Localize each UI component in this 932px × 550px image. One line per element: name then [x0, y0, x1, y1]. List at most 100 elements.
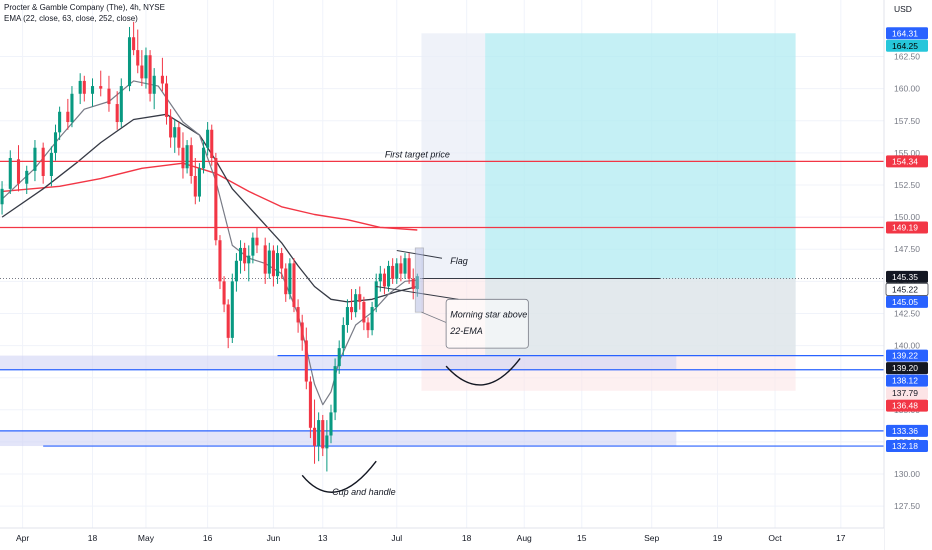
- price-label-box: [886, 374, 928, 387]
- candle: [329, 404, 333, 444]
- candle-body: [325, 435, 329, 449]
- candle-body: [193, 176, 197, 197]
- candle-body: [136, 50, 140, 66]
- support-zone-lower: [0, 430, 677, 447]
- candle-body: [107, 88, 111, 105]
- price-label-138-12: 138.12: [886, 374, 928, 387]
- candle: [362, 296, 366, 331]
- price-label-text: 145.05: [892, 297, 918, 307]
- candle: [173, 119, 177, 153]
- price-label-text: 137.79: [892, 388, 918, 398]
- candle: [185, 140, 189, 174]
- candle-body: [243, 247, 247, 264]
- candle-body: [127, 37, 132, 87]
- candle-body: [395, 263, 399, 279]
- candle: [387, 260, 391, 292]
- candle: [366, 317, 370, 338]
- price-label-154-34: 154.34: [886, 155, 928, 168]
- candle-body: [312, 427, 317, 446]
- candle-body: [8, 158, 12, 189]
- candle: [304, 327, 308, 390]
- candle: [152, 68, 156, 110]
- candle-body: [0, 188, 4, 205]
- time-tick-label: 15: [577, 533, 587, 543]
- candle: [230, 273, 234, 344]
- price-label-text: 139.20: [892, 363, 918, 373]
- candle-body: [366, 322, 370, 331]
- candle: [234, 253, 238, 292]
- candle: [115, 91, 119, 130]
- price-label-137-79: 137.79: [886, 387, 928, 400]
- candle: [350, 289, 354, 320]
- candle: [210, 124, 214, 166]
- time-tick-label: 17: [836, 533, 846, 543]
- candle: [403, 253, 407, 279]
- price-label-145-35: 145.35: [886, 270, 928, 283]
- time-tick-label: Jul: [391, 533, 402, 543]
- price-label-text: 164.25: [892, 41, 918, 51]
- candle-body: [296, 307, 300, 323]
- price-label-139-22: 139.22: [886, 349, 928, 362]
- candle-body: [411, 278, 415, 290]
- candle: [78, 73, 82, 105]
- candle: [399, 255, 403, 282]
- price-label-text: 145.35: [892, 272, 918, 282]
- ema-252-line: [2, 162, 418, 231]
- candle-body: [164, 83, 169, 117]
- candle-body: [214, 158, 218, 241]
- candle-body: [284, 268, 288, 295]
- candle: [370, 301, 374, 336]
- candle-body: [99, 86, 103, 89]
- price-label-139-20: 139.20: [886, 362, 928, 375]
- price-label-149-19: 149.19: [886, 221, 928, 234]
- candle-body: [263, 245, 267, 274]
- candle: [300, 314, 304, 351]
- candle-body: [144, 55, 148, 79]
- price-tick-label: 147.50: [894, 244, 920, 254]
- morning-star-label-line1: Morning star above: [450, 309, 527, 319]
- candle-body: [206, 129, 210, 148]
- candle: [382, 268, 386, 295]
- cup-arc: [301, 460, 377, 493]
- price-tick-label: 130.00: [894, 469, 920, 479]
- candle-body: [387, 265, 391, 287]
- candle: [0, 181, 4, 215]
- candle-body: [345, 307, 349, 326]
- candle: [284, 263, 288, 302]
- time-tick-label: Sep: [644, 533, 659, 543]
- candle-body: [132, 37, 136, 51]
- candle: [296, 299, 300, 333]
- price-label-box: [886, 349, 928, 362]
- candle-body: [53, 132, 58, 153]
- candle: [275, 245, 280, 284]
- candle: [271, 245, 275, 287]
- candle: [354, 289, 358, 318]
- price-tick-label: 157.50: [894, 116, 920, 126]
- price-label-text: 145.22: [892, 284, 918, 294]
- candle-body: [70, 93, 74, 123]
- candle-body: [234, 260, 238, 282]
- time-tick-label: Jun: [267, 533, 281, 543]
- price-label-box: [886, 387, 928, 400]
- candle-body: [148, 55, 152, 94]
- candle: [358, 286, 362, 310]
- candle-body: [382, 273, 386, 287]
- candle: [144, 47, 148, 89]
- price-tick-label: 155.00: [894, 148, 920, 158]
- candle: [169, 109, 173, 148]
- flag-pattern: [376, 247, 459, 313]
- candle: [160, 57, 164, 92]
- zones: [0, 33, 796, 447]
- candle: [226, 299, 230, 349]
- candle-body: [378, 273, 382, 282]
- price-label-text: 136.48: [892, 401, 918, 411]
- ema-indicator-legend: EMA (22, close, 63, close, 252, close): [4, 14, 138, 23]
- candle: [66, 98, 70, 130]
- candle-body: [370, 307, 374, 331]
- price-tick-label: 160.00: [894, 84, 920, 94]
- candle: [70, 86, 74, 128]
- candle-body: [210, 129, 214, 159]
- price-label-box: [886, 39, 928, 52]
- candle-body: [341, 325, 345, 349]
